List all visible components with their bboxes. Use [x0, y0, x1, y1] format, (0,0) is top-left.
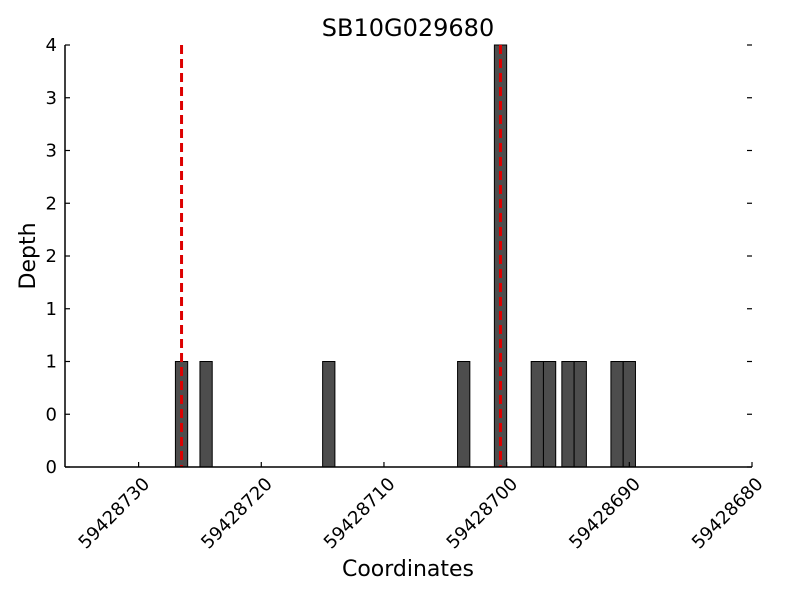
x-tick-label-1: 59428720	[197, 474, 277, 554]
y-tick-label-2: 1	[46, 352, 57, 373]
x-axis-title: Coordinates	[342, 557, 474, 582]
bar-8	[573, 361, 587, 468]
x-axis-ticks: 59428730 59428720 59428710 59428700 59428690…	[75, 462, 768, 553]
reference-lines-group	[180, 45, 503, 467]
x-tick-label-0: 59428730	[75, 474, 155, 554]
y-tick-label-6: 3	[46, 141, 57, 162]
x-tick-label-4: 59428690	[565, 474, 645, 554]
y-tick-label-8: 4	[46, 35, 57, 56]
x-tick-label-2: 59428710	[320, 474, 400, 554]
y-tick-label-7: 3	[46, 88, 57, 109]
y-axis-ticks: 0 0 1 1 2 2 3 3 4	[46, 35, 752, 478]
y-axis-title: Depth	[16, 222, 41, 289]
bar-5	[530, 361, 544, 468]
x-tick-label-3: 59428700	[443, 474, 523, 554]
y-tick-label-3: 1	[46, 299, 57, 320]
y-tick-label-1: 0	[46, 404, 57, 425]
bar-9	[610, 361, 624, 468]
bar-7	[561, 361, 575, 468]
y-tick-label-5: 2	[46, 193, 57, 214]
bar-6	[542, 361, 557, 468]
bar-1	[199, 361, 213, 468]
bar-3	[457, 361, 471, 468]
bar-2	[322, 361, 336, 468]
chart-title: SB10G029680	[322, 14, 494, 42]
x-tick-label-5: 59428680	[688, 474, 768, 554]
y-tick-label-4: 2	[46, 246, 57, 267]
y-tick-label-0: 0	[46, 457, 57, 478]
bar-10	[622, 361, 636, 468]
bars-group	[174, 44, 636, 468]
